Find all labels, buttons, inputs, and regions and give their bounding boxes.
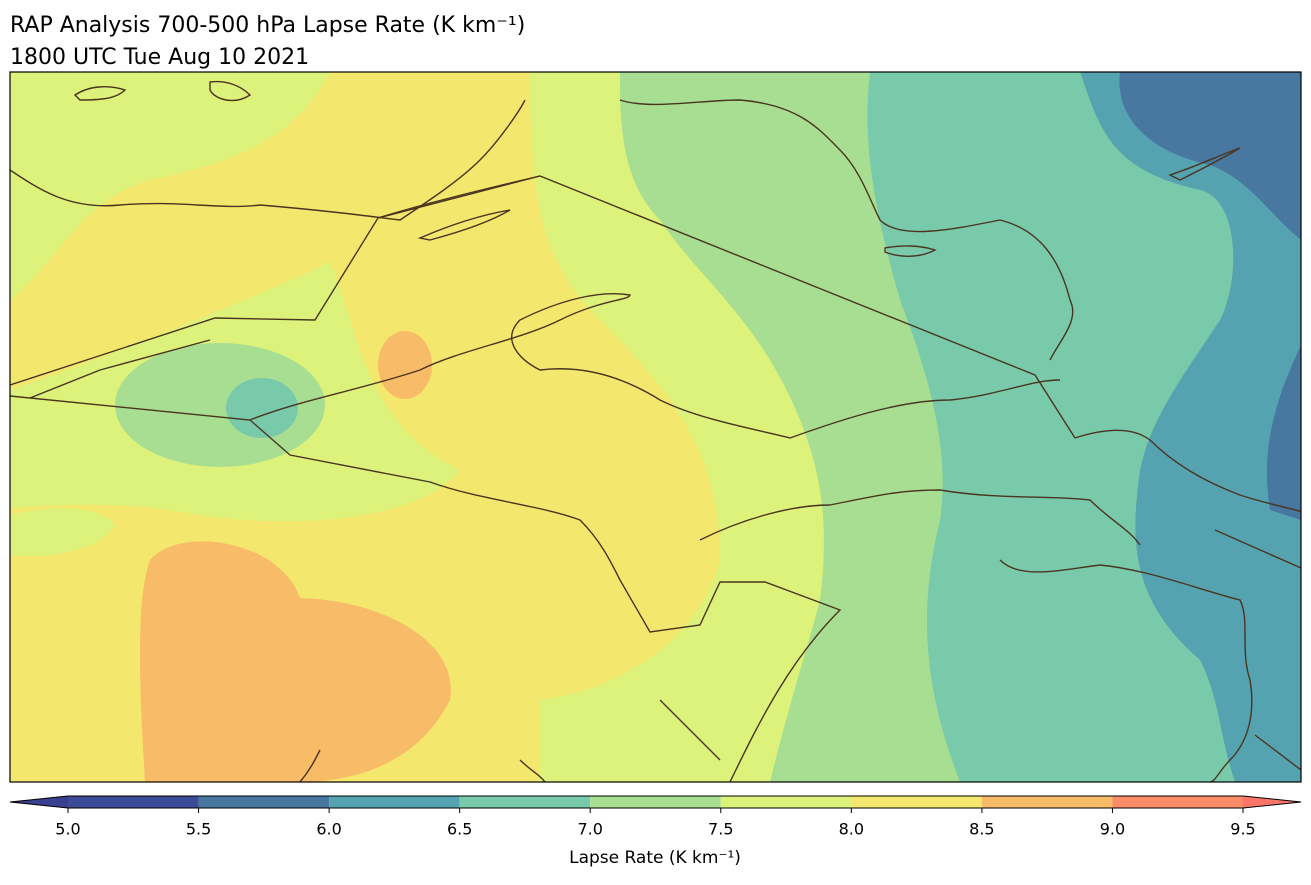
coastlines bbox=[10, 80, 1301, 782]
colorbar-extend-low bbox=[10, 796, 68, 808]
title: RAP Analysis 700-500 hPa Lapse Rate (K k… bbox=[10, 13, 525, 38]
colorbar-bin bbox=[851, 796, 982, 808]
subtitle: 1800 UTC Tue Aug 10 2021 bbox=[10, 45, 309, 70]
map-frame bbox=[9, 71, 1302, 783]
colorbar-bin bbox=[198, 796, 330, 808]
colorbar-tick-label: 6.0 bbox=[316, 820, 341, 839]
colorbar-bin bbox=[720, 796, 852, 808]
colorbar-extend-high bbox=[1243, 796, 1301, 808]
colorbar-tick-label: 5.0 bbox=[55, 820, 80, 839]
colorbar-bin bbox=[1112, 796, 1243, 808]
colorbar-bin bbox=[68, 796, 199, 808]
colorbar-tick-label: 5.5 bbox=[186, 820, 211, 839]
colorbar-tick-label: 8.0 bbox=[839, 820, 864, 839]
colorbar-tick-label: 9.5 bbox=[1230, 820, 1255, 839]
colorbar-bin bbox=[459, 796, 591, 808]
map bbox=[9, 71, 1302, 783]
colorbar-bin bbox=[329, 796, 460, 808]
colorbar: Lapse Rate (K km⁻¹) 5.0 5.5 6.0 6.5 7.0 7.5 8.… bbox=[9, 795, 1302, 868]
colorbar-tick-label: 9.0 bbox=[1100, 820, 1125, 839]
colorbar-tick-label: 7.0 bbox=[577, 820, 602, 839]
colorbar-tick-label: 7.5 bbox=[708, 820, 733, 839]
colorbar-bin bbox=[590, 796, 721, 808]
colorbar-tick-label: 6.5 bbox=[447, 820, 472, 839]
colorbar-tick-label: 8.5 bbox=[969, 820, 994, 839]
contour-fill bbox=[10, 72, 1301, 782]
colorbar-bin bbox=[981, 796, 1113, 808]
colorbar-label: Lapse Rate (K km⁻¹) bbox=[569, 848, 741, 868]
